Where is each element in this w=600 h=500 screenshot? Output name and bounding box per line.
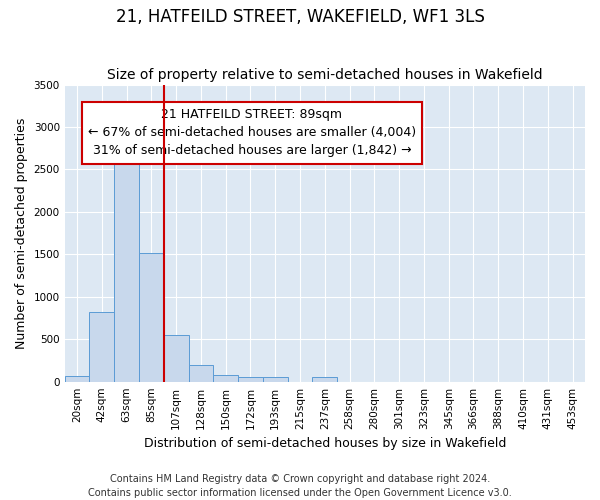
Bar (65, 376, 89, 382)
Text: 21, HATFEILD STREET, WAKEFIELD, WF1 3LS: 21, HATFEILD STREET, WAKEFIELD, WF1 3LS (116, 8, 484, 26)
Bar (139, 254, 164, 382)
X-axis label: Distribution of semi-detached houses by size in Wakefield: Distribution of semi-detached houses by … (143, 437, 506, 450)
Y-axis label: Number of semi-detached properties: Number of semi-detached properties (15, 118, 28, 349)
Bar (238, 376, 263, 382)
Bar (164, 335, 188, 382)
Bar (263, 378, 287, 382)
Bar (188, 364, 214, 382)
Text: 21 HATFEILD STREET: 89sqm
← 67% of semi-detached houses are smaller (4,004)
31% : 21 HATFEILD STREET: 89sqm ← 67% of semi-… (88, 108, 416, 158)
Text: Contains HM Land Registry data © Crown copyright and database right 2024.
Contai: Contains HM Land Registry data © Crown c… (88, 474, 512, 498)
Title: Size of property relative to semi-detached houses in Wakefield: Size of property relative to semi-detach… (107, 68, 542, 82)
Bar (114, 146, 139, 382)
Bar (313, 378, 337, 382)
Bar (214, 375, 238, 382)
Bar (89, 312, 114, 382)
